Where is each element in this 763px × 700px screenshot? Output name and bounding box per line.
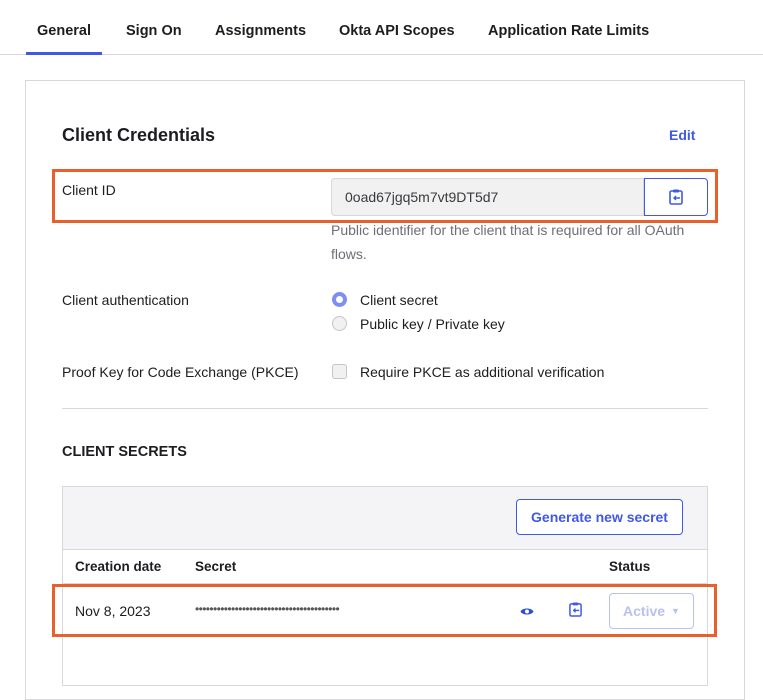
status-value: Active [623,603,666,619]
pkce-checkbox[interactable] [332,364,347,379]
active-tab-indicator [26,52,102,55]
client-auth-label: Client authentication [62,292,189,308]
tab-assignments[interactable]: Assignments [215,23,307,39]
client-id-label: Client ID [62,182,116,198]
client-id-field[interactable]: 0oad67jgq5m7vt9DT5d7 [331,178,644,216]
tab-okta-api-scopes[interactable]: Okta API Scopes [339,23,455,39]
pkce-option-label: Require PKCE as additional verification [360,364,605,380]
status-dropdown[interactable]: Active ▼ [609,593,694,629]
toolbar-divider [63,549,707,550]
column-status: Status [609,559,651,574]
copy-client-id-button[interactable] [644,178,708,216]
public-key-label: Public key / Private key [360,316,505,332]
client-secret-label: Client secret [360,292,438,308]
secret-creation-date: Nov 8, 2023 [75,603,151,619]
column-creation-date: Creation date [75,559,162,574]
secret-value-masked: •••••••••••••••••••••••••••••••••••••••• [195,602,340,616]
tab-sign-on[interactable]: Sign On [126,23,182,39]
client-secret-radio[interactable] [332,292,347,307]
pkce-label: Proof Key for Code Exchange (PKCE) [62,364,299,380]
tab-application-rate-limits[interactable]: Application Rate Limits [488,23,650,39]
header-divider [63,583,707,584]
highlight-box [52,584,717,637]
chevron-down-icon: ▼ [671,606,680,616]
client-id-help: Public identifier for the client that is… [331,222,685,262]
tab-general[interactable]: General [37,23,91,39]
section-title: Client Credentials [62,125,216,145]
divider [62,408,708,409]
client-secrets-title: CLIENT SECRETS [62,444,187,460]
clipboard-icon [669,189,683,205]
column-secret: Secret [195,559,237,574]
show-secret-eye-icon[interactable] [520,604,534,620]
public-key-radio[interactable] [332,316,347,331]
edit-link[interactable]: Edit [669,127,696,143]
generate-new-secret-button[interactable]: Generate new secret [516,499,683,535]
tab-divider [0,54,763,55]
copy-secret-clipboard-icon[interactable] [569,602,582,620]
highlight-box [52,169,718,223]
